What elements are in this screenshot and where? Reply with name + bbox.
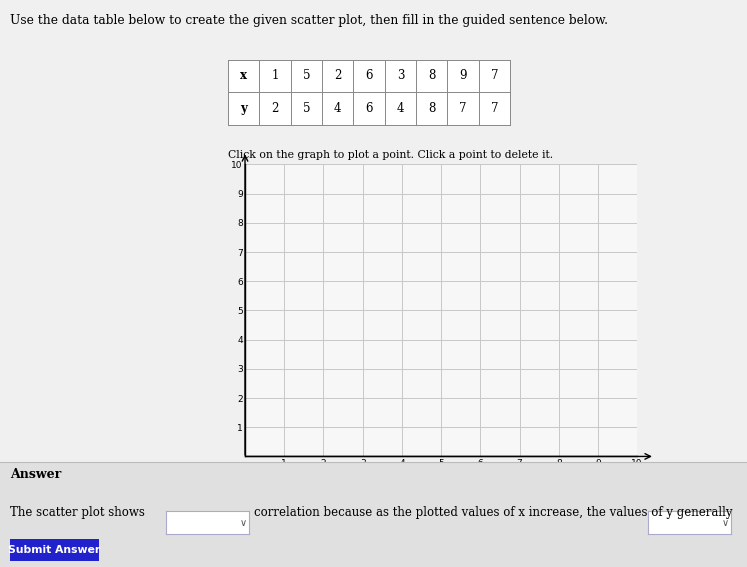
Text: 5: 5 <box>303 103 310 115</box>
Text: 9: 9 <box>459 70 467 82</box>
Text: ∨: ∨ <box>240 518 247 528</box>
Text: 2: 2 <box>334 70 341 82</box>
Text: 7: 7 <box>491 70 498 82</box>
Text: y: y <box>240 103 247 115</box>
Text: 7: 7 <box>459 103 467 115</box>
Text: Click on the graph to plot a point. Click a point to delete it.: Click on the graph to plot a point. Clic… <box>228 150 553 160</box>
Text: 3: 3 <box>397 70 404 82</box>
Text: 6: 6 <box>365 70 373 82</box>
Text: ∨: ∨ <box>722 518 728 528</box>
Text: Use the data table below to create the given scatter plot, then fill in the guid: Use the data table below to create the g… <box>10 14 608 27</box>
Text: 8: 8 <box>428 103 436 115</box>
Text: 5: 5 <box>303 70 310 82</box>
Text: correlation because as the plotted values of x increase, the values of y general: correlation because as the plotted value… <box>254 506 733 519</box>
Text: 6: 6 <box>365 103 373 115</box>
Text: 4: 4 <box>397 103 404 115</box>
Text: 1: 1 <box>271 70 279 82</box>
Text: 2: 2 <box>271 103 279 115</box>
Text: 4: 4 <box>334 103 341 115</box>
Text: Submit Answer: Submit Answer <box>8 545 101 555</box>
Text: Answer: Answer <box>10 468 61 481</box>
Text: The scatter plot shows: The scatter plot shows <box>10 506 145 519</box>
Text: x: x <box>240 70 247 82</box>
Text: 8: 8 <box>428 70 436 82</box>
Text: 7: 7 <box>491 103 498 115</box>
